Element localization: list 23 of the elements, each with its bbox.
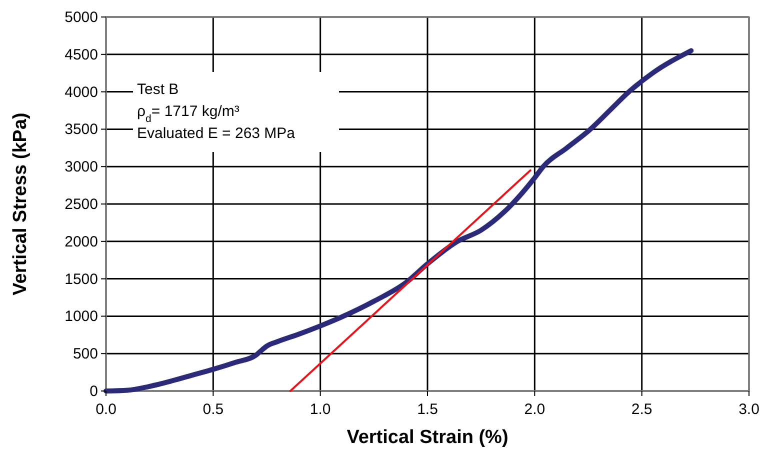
y-tick-label: 4500: [64, 46, 98, 64]
y-tick-label: 1500: [64, 270, 98, 288]
x-tick-label: 1.5: [417, 401, 438, 418]
y-tick-label: 0: [90, 383, 98, 400]
x-tick-label: 1.0: [310, 401, 331, 418]
x-tick-label: 2.0: [524, 401, 546, 418]
x-tick-label: 3.0: [738, 401, 760, 418]
x-axis-title: Vertical Strain (%): [346, 427, 508, 448]
annotation: ρ$_{d}$= 1717 kg/m³: [137, 103, 240, 125]
x-tick-label: 2.5: [631, 401, 652, 418]
y-tick-label: 500: [72, 346, 98, 363]
y-tick-label: 2000: [64, 233, 98, 250]
y-axis-title: Vertical Stress (kPa): [10, 112, 31, 296]
x-tick-label: 0.5: [202, 401, 224, 418]
y-tick-label: 3500: [64, 121, 98, 138]
y-tick-label: 5000: [64, 9, 98, 26]
y-tick-label: 2500: [64, 196, 98, 213]
y-tick-label: 1000: [64, 308, 98, 326]
y-tick-label: 3000: [64, 158, 98, 176]
x-tick-label: 0.0: [96, 401, 116, 418]
annotation: Test B: [137, 81, 179, 98]
annotation: Evaluated E = 263 MPa: [137, 125, 296, 142]
y-tick-label: 4000: [64, 84, 98, 101]
